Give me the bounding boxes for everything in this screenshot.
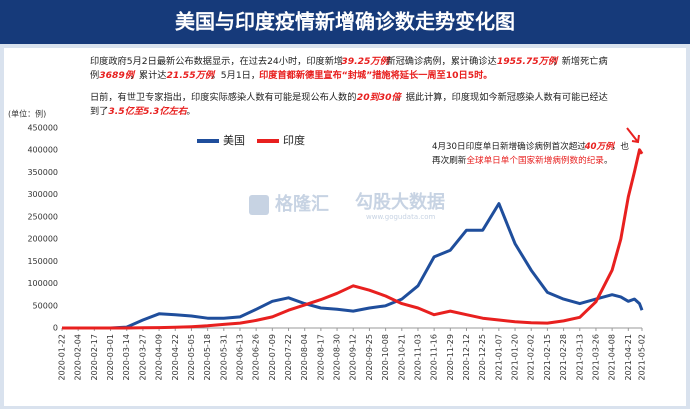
paragraph-segment: 39.25万例 [341,56,390,67]
watermark: 格隆汇 [275,193,329,215]
y-axis-label: (单位：例) [8,109,46,119]
watermark: www.gogudata.com [366,213,435,221]
x-tick-label: 2020-03-01 [106,334,115,381]
x-tick-label: 2020-10-21 [397,334,406,381]
x-tick-label: 2021-03-13 [575,334,584,381]
y-tick-label: 150000 [27,257,58,266]
x-tick-label: 2021-05-02 [638,334,647,381]
x-tick-label: 2020-08-30 [333,334,342,381]
paragraph: 日前，有世卫专家指出，印度实际感染人数有可能是现公布人数的20到30倍。据此计算… [90,91,608,117]
x-tick-label: 2020-08-17 [316,334,325,381]
paragraph-segment: 3689例 [99,70,136,81]
paragraph-segment: 。据此计算，印度现如今新冠感染人数有可能已经达到了 [90,91,608,117]
x-tick-label: 2020-01-22 [58,334,67,381]
x-tick-label: 2020-02-04 [74,334,83,381]
x-tick-label: 2020-04-22 [171,334,180,381]
x-tick-label: 2020-09-12 [349,334,358,381]
paragraph-segment: 日前，有世卫专家指出，印度实际感染人数有可能是现公布人数的 [90,91,356,103]
chart-title: 美国与印度疫情新增确诊数走势变化图 [175,10,515,34]
x-tick-label: 2020-06-26 [252,334,261,381]
paragraph-segment: ，累计达 [130,69,167,81]
annotation-segment: 4月30日印度单日新增确诊病例首次超过 [432,140,586,152]
x-tick-label: 2020-04-09 [155,334,164,381]
paragraph-segment: 印度首都新德里宣布“封城”措施将延长一周至10日5时。 [259,69,492,81]
paragraph-segment: ；新增死亡病例 [90,55,608,81]
x-tick-label: 2021-03-26 [591,334,600,381]
series-line [62,148,644,330]
x-tick-label: 2020-03-14 [122,334,131,381]
y-tick-label: 300000 [27,190,58,199]
x-tick-label: 2020-07-22 [284,334,293,381]
annotation-segment: 全球单日单个国家新增病例数的纪录 [466,154,604,166]
x-tick-label: 2021-02-02 [527,334,536,381]
panel [4,48,686,406]
x-tick-label: 2020-09-25 [365,334,374,381]
x-tick-label: 2020-06-13 [235,334,244,381]
paragraph: 印度政府5月2日最新公布数据显示，在过去24小时，印度新增39.25万例新冠确诊… [90,55,608,81]
x-tick-label: 2021-04-08 [608,334,617,381]
title-band [0,0,690,44]
paragraph-segment: 。5月1日， [212,70,260,81]
y-tick-label: 450000 [27,124,58,133]
paragraph-segment: 1955.75万例 [497,56,559,67]
y-tick-label: 100000 [27,279,58,288]
y-tick-label: 250000 [27,212,58,221]
x-tick-label: 2021-01-20 [511,334,520,381]
x-tick-label: 2020-11-16 [430,334,439,381]
x-tick-label: 2020-12-25 [478,334,487,381]
y-tick-label: 350000 [27,168,58,177]
x-tick-label: 2020-03-27 [138,334,147,381]
series-line [62,202,644,330]
x-tick-label: 2020-05-18 [203,334,212,381]
paragraph-segment: 印度政府5月2日最新公布数据显示，在过去24小时，印度新增 [90,55,343,67]
x-tick-label: 2021-01-07 [494,334,503,381]
annotation-segment: 。 [604,156,613,166]
y-tick-label: 0 [53,324,58,333]
x-tick-label: 2020-05-05 [187,334,196,381]
legend-label: 美国 [223,134,245,147]
watermark-logo [249,195,269,215]
x-tick-label: 2020-10-08 [381,334,390,381]
arrow [626,127,640,144]
y-tick-label: 400000 [27,146,58,155]
paragraph-segment: 新冠确诊病例，累计确诊达 [386,55,496,67]
x-tick-label: 2021-04-21 [624,334,633,381]
x-tick-label: 2021-02-28 [559,334,568,381]
legend-label: 印度 [283,133,305,147]
annotation: 4月30日印度单日新增确诊病例首次超过40万例，也再次刷新全球单日单个国家新增病… [432,140,629,166]
watermark: 勾股大数据 [355,191,445,213]
y-tick-label: 200000 [27,235,58,244]
annotation-segment: 40万例 [584,141,616,152]
paragraph-segment: 21.55万例 [167,70,216,81]
paragraph-segment: 3.5亿至5.3亿左右 [108,106,188,117]
x-tick-label: 2020-12-12 [462,334,471,381]
x-tick-label: 2021-02-15 [543,334,552,381]
annotation-segment: ，也再次刷新 [432,140,629,166]
x-tick-label: 2020-11-29 [446,334,455,381]
x-tick-label: 2020-05-31 [219,334,228,381]
x-tick-label: 2020-08-04 [300,334,309,381]
paragraph-segment: 。 [186,106,195,117]
x-tick-label: 2020-02-17 [90,334,99,381]
paragraph-segment: 20到30倍 [357,91,403,103]
x-tick-label: 2020-11-03 [413,334,422,381]
x-tick-label: 2020-07-09 [268,334,277,381]
y-tick-label: 50000 [33,301,58,310]
